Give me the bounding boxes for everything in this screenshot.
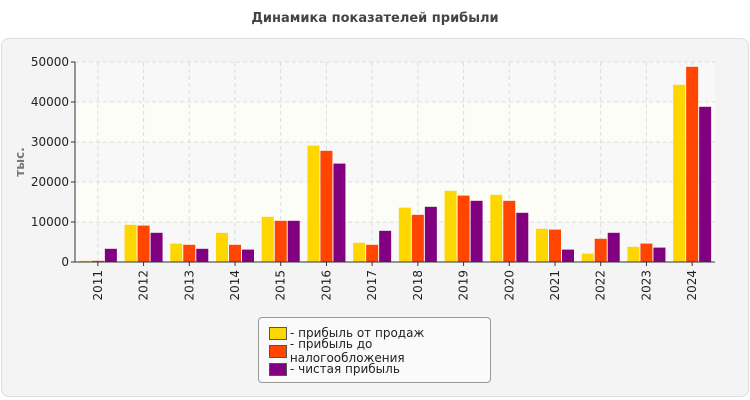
x-tick-label: 2023 bbox=[639, 270, 653, 301]
legend-swatch bbox=[269, 326, 287, 340]
x-tick-label: 2020 bbox=[502, 270, 516, 301]
bar-2012-3 bbox=[150, 232, 163, 262]
bar-2020-3 bbox=[516, 212, 529, 262]
x-tick-label: 2022 bbox=[594, 270, 608, 301]
x-tick-label: 2015 bbox=[274, 270, 288, 301]
legend-swatch bbox=[269, 344, 287, 358]
legend-item: - прибыль от продаж bbox=[269, 324, 490, 342]
bar-2022-2 bbox=[594, 238, 607, 262]
x-tick-label: 2019 bbox=[457, 270, 471, 301]
bar-2021-3 bbox=[562, 249, 574, 262]
bar-2017-1 bbox=[353, 242, 366, 262]
bar-2024-1 bbox=[673, 84, 686, 262]
bar-2015-1 bbox=[261, 216, 274, 262]
x-tick-label: 2021 bbox=[548, 270, 562, 301]
legend: - прибыль от продаж - прибыль до налогооб… bbox=[258, 317, 491, 383]
legend-swatch bbox=[269, 362, 287, 376]
bar-2022-3 bbox=[607, 232, 620, 262]
bar-2014-3 bbox=[242, 249, 254, 262]
bar-2011-3 bbox=[104, 248, 117, 262]
bar-2024-2 bbox=[686, 66, 699, 262]
bar-2024-3 bbox=[699, 106, 712, 262]
y-tick-label: 40000 bbox=[31, 95, 69, 109]
bar-2016-2 bbox=[320, 150, 333, 262]
y-tick-label: 0 bbox=[61, 255, 69, 269]
bar-2013-3 bbox=[196, 248, 209, 262]
bar-2013-1 bbox=[170, 243, 183, 262]
plot-band bbox=[75, 62, 715, 102]
bar-2020-2 bbox=[503, 200, 516, 262]
bar-2018-1 bbox=[398, 207, 411, 262]
y-axis-label: тыс. bbox=[13, 147, 27, 176]
bar-2018-3 bbox=[424, 206, 437, 262]
bar-2021-2 bbox=[549, 229, 561, 262]
legend-label: - прибыль от продаж bbox=[290, 326, 425, 340]
bar-2017-3 bbox=[379, 230, 392, 262]
chart-title: Динамика показателей прибыли bbox=[251, 11, 499, 26]
bar-2023-3 bbox=[653, 247, 666, 262]
bar-2019-1 bbox=[444, 190, 457, 262]
bar-2019-3 bbox=[470, 200, 483, 262]
bar-2011-2 bbox=[91, 260, 104, 262]
x-tick-label: 2017 bbox=[365, 270, 379, 301]
legend-label: - чистая прибыль bbox=[290, 362, 400, 376]
bar-2011-1 bbox=[78, 260, 91, 262]
x-tick-label: 2011 bbox=[91, 270, 105, 301]
bar-2021-1 bbox=[536, 228, 548, 262]
bar-2012-1 bbox=[124, 224, 137, 262]
bar-2016-3 bbox=[333, 163, 346, 262]
legend-item: - чистая прибыль bbox=[269, 360, 490, 378]
x-tick-label: 2018 bbox=[411, 270, 425, 301]
y-tick-label: 10000 bbox=[31, 215, 69, 229]
bar-2015-3 bbox=[287, 220, 300, 262]
bar-2016-1 bbox=[307, 145, 320, 262]
bar-2015-2 bbox=[274, 220, 287, 262]
bar-2014-2 bbox=[229, 244, 241, 262]
bar-2017-2 bbox=[366, 244, 379, 262]
bar-2013-2 bbox=[183, 244, 196, 262]
x-tick-label: 2012 bbox=[137, 270, 151, 301]
bar-2014-1 bbox=[216, 232, 228, 262]
bar-2019-2 bbox=[457, 195, 470, 262]
legend-item: - прибыль до налогообложения bbox=[269, 337, 490, 365]
bar-2023-1 bbox=[627, 246, 640, 262]
x-tick-label: 2014 bbox=[228, 270, 242, 301]
x-tick-label: 2013 bbox=[182, 270, 196, 301]
y-tick-label: 20000 bbox=[31, 175, 69, 189]
bar-2020-1 bbox=[490, 194, 503, 262]
bar-2012-2 bbox=[137, 225, 150, 262]
x-tick-label: 2024 bbox=[685, 270, 699, 301]
bar-2022-1 bbox=[581, 253, 594, 262]
legend-label: - прибыль до налогообложения bbox=[289, 337, 405, 365]
bar-2023-2 bbox=[640, 243, 653, 262]
x-tick-label: 2016 bbox=[319, 270, 333, 301]
bar-2018-2 bbox=[411, 214, 424, 262]
plot-band bbox=[75, 142, 715, 182]
y-tick-label: 50000 bbox=[31, 55, 69, 69]
y-tick-label: 30000 bbox=[31, 135, 69, 149]
